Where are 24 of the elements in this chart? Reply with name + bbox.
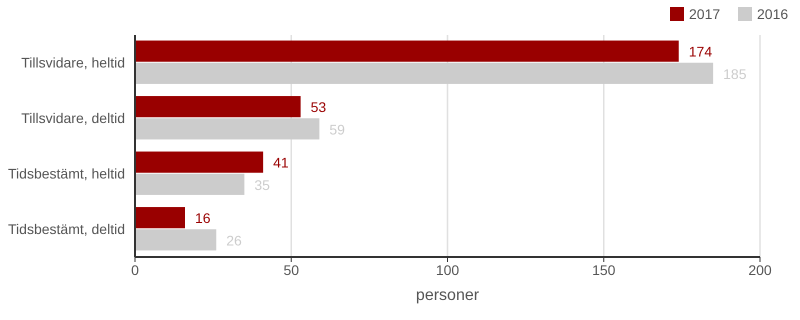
bar — [135, 152, 264, 173]
bar — [135, 96, 301, 118]
bar — [135, 174, 244, 195]
y-tick-label: Tidsbestämt, heltid — [8, 166, 125, 182]
data-label: 53 — [310, 99, 326, 116]
bar — [135, 62, 714, 84]
y-tick-label: Tillsvidare, deltid — [21, 110, 125, 126]
bar — [135, 207, 185, 228]
x-tick-label: 150 — [592, 262, 616, 278]
bar — [135, 229, 216, 250]
x-axis-title: personer — [416, 287, 480, 304]
data-label: 16 — [195, 210, 211, 226]
y-tick-label: Tidsbestämt, deltid — [8, 221, 125, 238]
bar — [135, 40, 679, 62]
x-tick-label: 0 — [131, 262, 140, 278]
x-tick-label: 100 — [436, 262, 460, 278]
data-label: 41 — [273, 154, 289, 171]
legend-label: 2017 — [689, 6, 720, 22]
x-tick-label: 200 — [748, 262, 772, 278]
y-tick-label: Tillsvidare, heltid — [21, 54, 125, 71]
bar — [135, 118, 320, 140]
data-label: 174 — [688, 44, 712, 60]
legend-label: 2016 — [757, 6, 788, 22]
x-tick-label: 50 — [283, 262, 300, 278]
